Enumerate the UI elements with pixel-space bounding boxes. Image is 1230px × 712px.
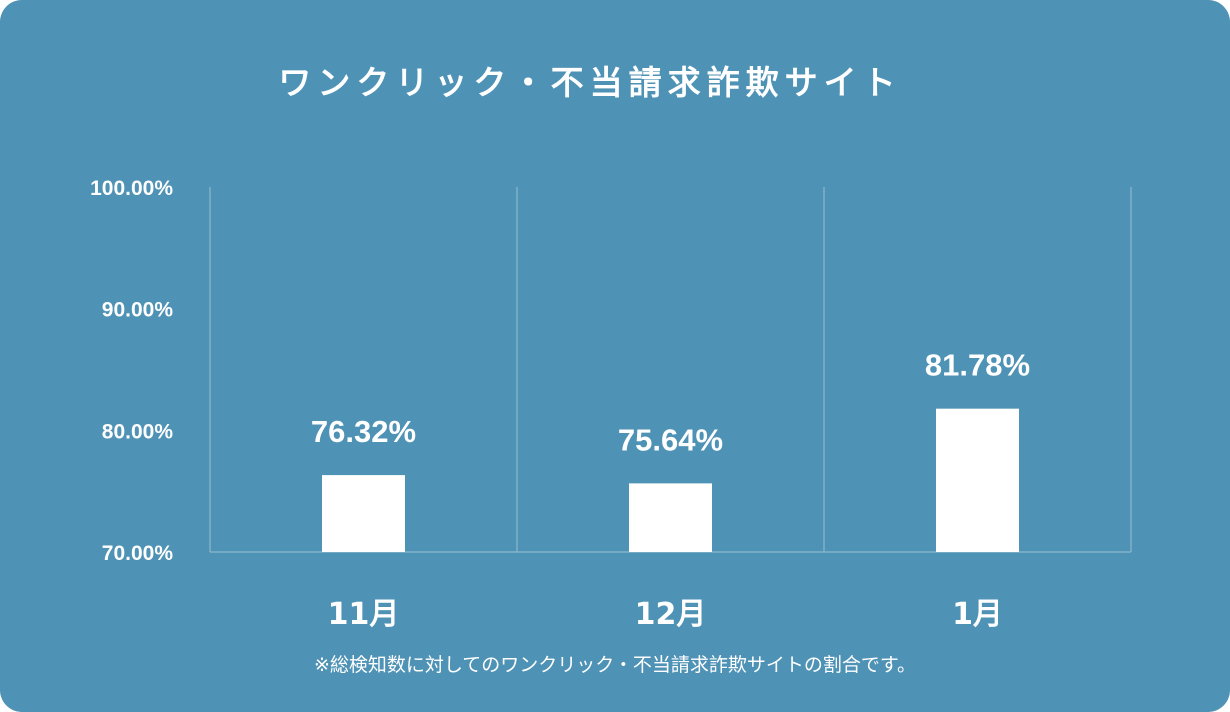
chart-footnote: ※総検知数に対してのワンクリック・不当請求詐欺サイトの割合です。 (313, 654, 917, 676)
y-tick-label: 100.00% (90, 177, 173, 200)
data-label: 81.78% (925, 348, 1030, 383)
data-label: 75.64% (618, 422, 723, 457)
y-tick-label: 70.00% (102, 542, 174, 565)
y-axis-ticks: 70.00% 80.00% 90.00% 100.00% (90, 177, 173, 565)
x-axis-ticks: 11月 12月 1月 (328, 597, 1003, 632)
bar (936, 408, 1019, 552)
bar (322, 475, 405, 552)
x-tick-label: 1月 (952, 597, 1003, 632)
data-label: 76.32% (311, 414, 416, 449)
x-tick-label: 12月 (635, 597, 707, 632)
y-tick-label: 90.00% (102, 299, 174, 322)
chart-title: ワンクリック・不当請求詐欺サイト (278, 63, 902, 102)
data-labels: 76.32% 75.64% 81.78% (311, 348, 1030, 458)
bar (629, 483, 712, 552)
x-tick-label: 11月 (328, 597, 400, 632)
y-tick-label: 80.00% (102, 420, 174, 443)
bars (322, 408, 1019, 552)
